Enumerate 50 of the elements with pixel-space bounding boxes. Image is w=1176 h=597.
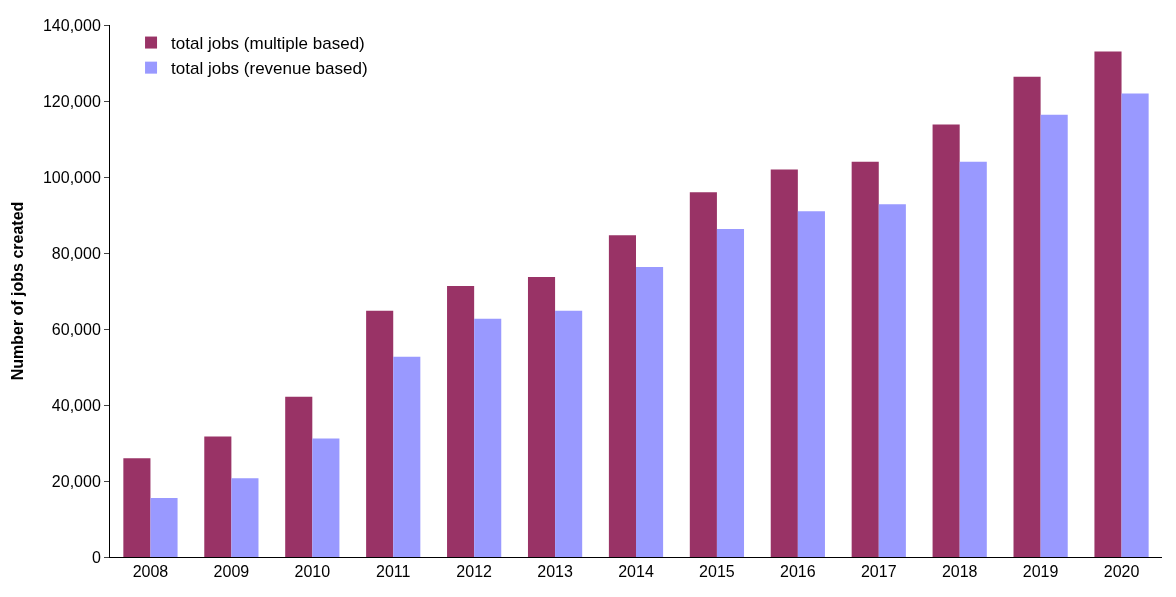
bar xyxy=(231,478,259,557)
bar xyxy=(285,396,313,557)
y-tick-label: 100,000 xyxy=(42,168,101,186)
bar xyxy=(716,229,745,557)
x-tick-label: 2010 xyxy=(294,563,331,581)
legend-label: total jobs (revenue based) xyxy=(171,59,368,79)
x-tick-label: 2013 xyxy=(537,563,573,581)
bar xyxy=(555,310,583,557)
y-tick-label: 0 xyxy=(91,548,101,566)
bar xyxy=(1094,51,1122,557)
bar xyxy=(1121,93,1149,557)
y-tick-label: 40,000 xyxy=(51,396,101,414)
bar xyxy=(1013,76,1041,557)
bar xyxy=(608,235,636,557)
x-tick-label: 2015 xyxy=(699,563,735,581)
bar xyxy=(312,438,340,557)
x-tick-label: 2012 xyxy=(456,563,493,581)
x-tick-label: 2014 xyxy=(618,563,654,581)
y-tick-label: 140,000 xyxy=(42,16,101,34)
bar xyxy=(959,161,987,557)
x-tick-label: 2020 xyxy=(1103,563,1140,581)
x-tick-label: 2009 xyxy=(213,563,250,581)
bar xyxy=(636,267,664,557)
bar xyxy=(770,169,798,557)
bar xyxy=(447,286,475,557)
bar xyxy=(393,356,421,557)
bar xyxy=(689,192,717,557)
bar xyxy=(123,458,151,557)
x-tick-label: 2019 xyxy=(1022,563,1059,581)
x-tick-label: 2011 xyxy=(376,563,411,581)
y-axis-title: Number of jobs created xyxy=(8,201,26,381)
y-tick-label: 20,000 xyxy=(51,472,101,490)
bar xyxy=(932,124,960,557)
y-tick-label: 80,000 xyxy=(51,244,101,262)
bar xyxy=(527,276,556,557)
bar xyxy=(366,310,394,557)
bar xyxy=(878,204,906,557)
legend-label: total jobs (multiple based) xyxy=(171,34,365,54)
bar xyxy=(851,161,879,557)
y-tick-label: 120,000 xyxy=(42,92,101,110)
bar xyxy=(474,318,502,557)
bar xyxy=(1040,114,1068,557)
x-tick-label: 2016 xyxy=(780,563,816,581)
x-tick-label: 2018 xyxy=(941,563,978,581)
x-tick-label: 2008 xyxy=(132,563,169,581)
x-tick-label: 2017 xyxy=(860,563,897,581)
bar xyxy=(150,498,178,557)
bar xyxy=(797,211,825,557)
bar xyxy=(204,436,232,557)
y-tick-label: 60,000 xyxy=(51,320,101,338)
